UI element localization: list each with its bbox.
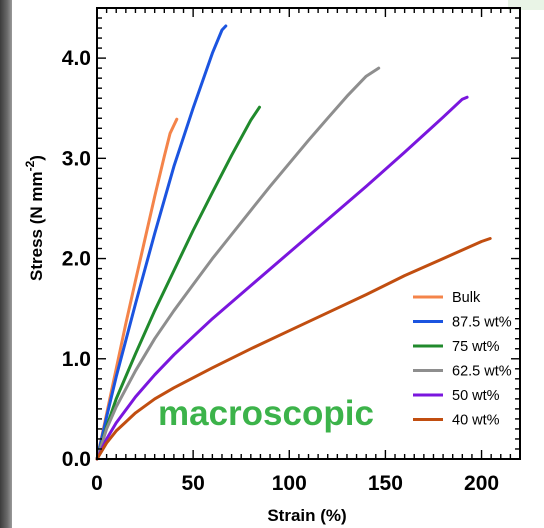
legend-label: Bulk [452,290,481,306]
photo-edge-patch [508,0,544,10]
y-tick-label: 2.0 [62,248,91,271]
y-axis-title-suffix: ) [27,155,46,161]
y-axis-title: Stress (N mm-2) [23,155,46,281]
y-axis-title-main: Stress (N mm [27,171,46,281]
y-tick-label: 3.0 [62,147,91,170]
legend-label: 62.5 wt% [452,364,512,380]
y-axis-title-group: Stress (N mm-2) [23,155,46,281]
ticks-layer [96,7,521,460]
x-tick-label: 50 [181,472,204,495]
x-axis-title: Strain (%) [267,506,346,525]
photo-edge-strip [0,0,12,528]
series-line-5 [95,237,492,461]
legend: Bulk 87.5 wt% 75 wt% 62.5 wt% 50 wt% 40 wt% [413,290,512,429]
series-line-3 [95,66,381,461]
series-layer [95,24,492,461]
y-tick-label: 4.0 [62,47,91,70]
series-line-2 [95,105,261,461]
y-axis-title-superscript: -2 [23,160,37,171]
tick-labels-layer: 0 50 100 150 200 0.0 1.0 2.0 3.0 4.0 [62,47,499,495]
x-tick-label: 150 [368,472,403,495]
x-tick-label: 0 [91,472,103,495]
x-tick-label: 200 [464,472,499,495]
legend-label: 75 wt% [452,339,500,355]
y-tick-label: 0.0 [62,448,91,471]
annotation-text: macroscopic [158,394,374,433]
x-tick-label: 100 [272,472,307,495]
legend-label: 87.5 wt% [452,315,512,331]
series-line-1 [95,24,228,461]
legend-label: 40 wt% [452,413,500,429]
series-line-4 [95,95,469,461]
y-tick-label: 1.0 [62,348,91,371]
legend-label: 50 wt% [452,388,500,404]
